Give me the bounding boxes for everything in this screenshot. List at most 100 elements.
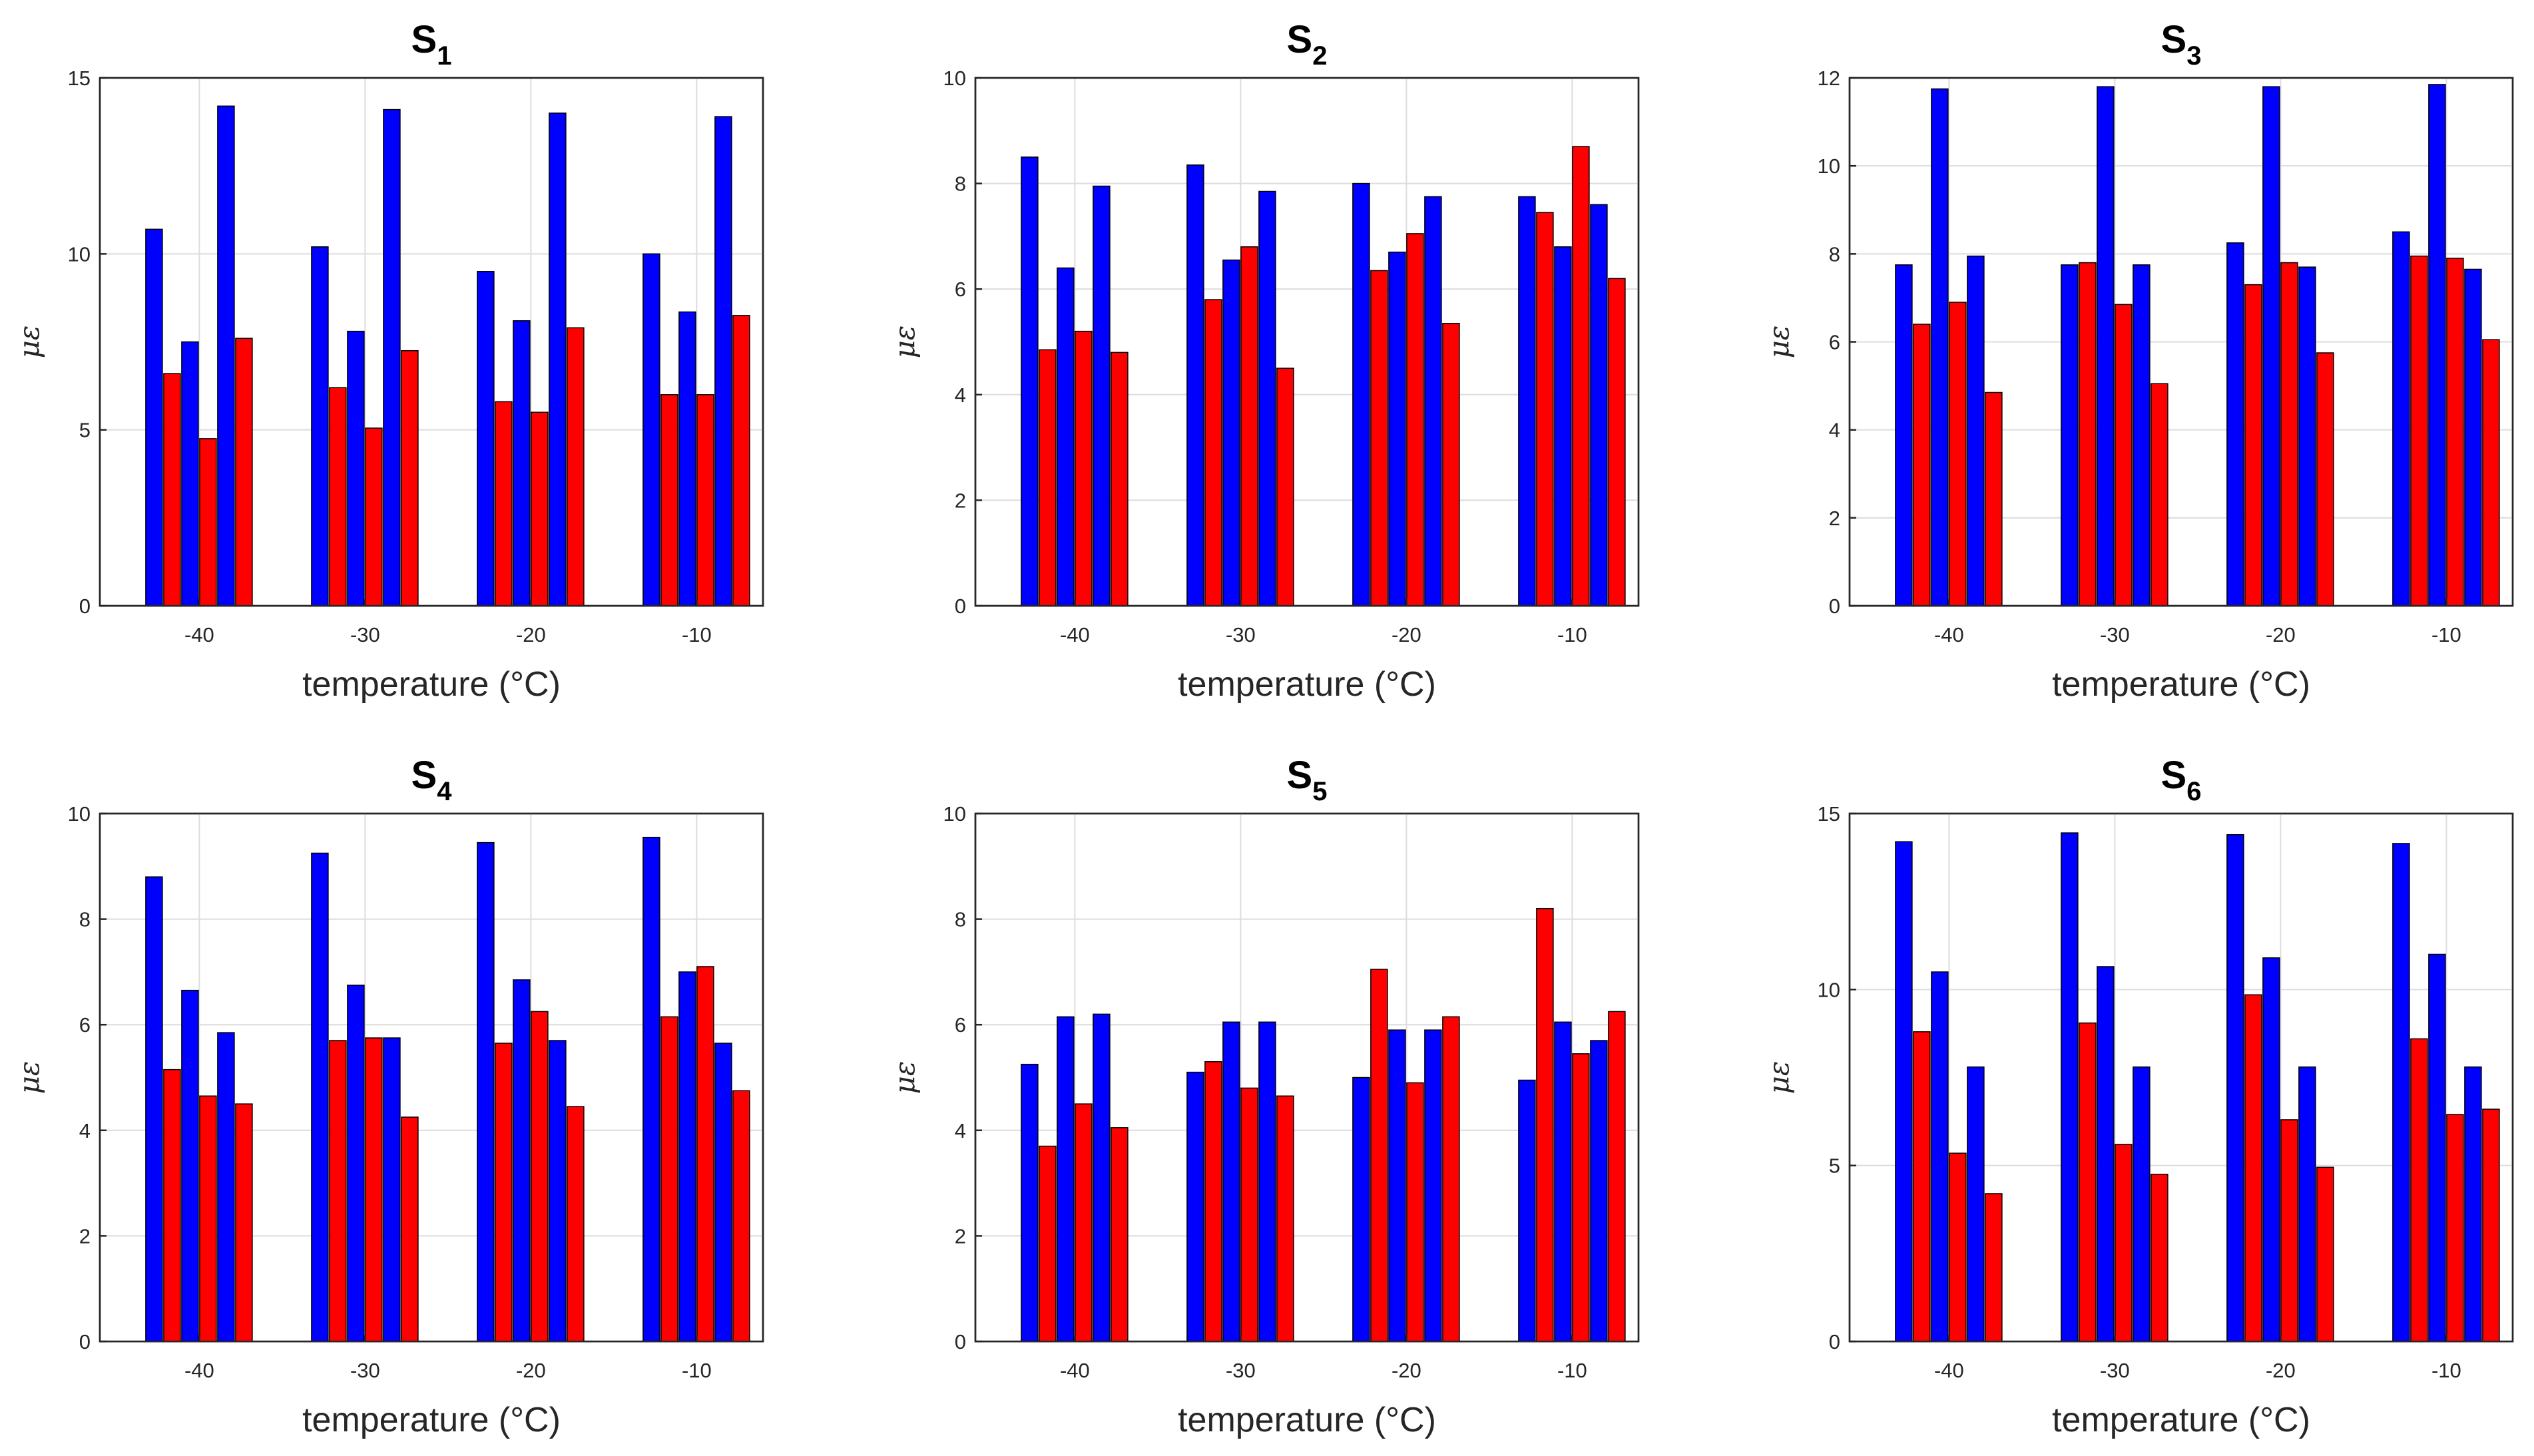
y-tick-label: 2 xyxy=(955,489,966,512)
chart-title: S6 xyxy=(2161,754,2202,806)
bar--20-6 xyxy=(1442,1016,1460,1342)
x-tick-label: -10 xyxy=(682,623,712,646)
bar--40-4 xyxy=(1075,1103,1093,1342)
x-axis-label: temperature (°C) xyxy=(302,1401,561,1439)
bar--40-2 xyxy=(1913,1031,1931,1342)
y-tick-label: 10 xyxy=(68,802,91,826)
bar--30-2 xyxy=(2079,1022,2097,1342)
bar--40-2 xyxy=(1913,324,1931,607)
y-tick-label: 6 xyxy=(955,1013,966,1037)
bar--20-3 xyxy=(513,979,531,1342)
bar--10-4 xyxy=(1572,1053,1590,1342)
bar--30-4 xyxy=(2115,304,2133,607)
bar--10-3 xyxy=(1554,246,1572,607)
bar--10-5 xyxy=(2464,268,2482,607)
bar--40-6 xyxy=(1985,391,2003,607)
bar--40-3 xyxy=(181,989,199,1342)
y-tick-label: 10 xyxy=(1818,978,1840,1001)
bar--30-3 xyxy=(1222,1021,1240,1342)
bar--30-4 xyxy=(1240,1087,1258,1342)
chart-title: S4 xyxy=(411,754,453,806)
y-tick-label: 6 xyxy=(1829,331,1840,354)
x-axis-label: temperature (°C) xyxy=(302,665,561,704)
bar--30-4 xyxy=(2115,1144,2133,1342)
bar--10-5 xyxy=(1590,204,1608,607)
bar--30-4 xyxy=(365,427,383,607)
bar--20-2 xyxy=(495,401,513,607)
bar--10-3 xyxy=(1554,1021,1572,1342)
x-tick-label: -30 xyxy=(1226,623,1256,646)
bar--40-6 xyxy=(235,338,253,607)
bar--20-3 xyxy=(2262,957,2280,1342)
bar--20-1 xyxy=(477,271,495,607)
bar--20-4 xyxy=(1406,1082,1424,1342)
x-tick-label: -30 xyxy=(2100,623,2130,646)
bar--30-2 xyxy=(1204,299,1222,607)
chart-title: S2 xyxy=(1287,18,1328,71)
bar--10-3 xyxy=(2428,953,2446,1342)
bar--30-6 xyxy=(2151,1174,2168,1342)
bar--10-2 xyxy=(2410,255,2428,607)
bar--20-6 xyxy=(1442,322,1460,607)
bar--40-4 xyxy=(1949,302,1967,607)
y-axis-label: με xyxy=(1762,326,1795,359)
bar--20-2 xyxy=(1370,969,1388,1342)
bar--20-5 xyxy=(549,113,567,607)
axes-border xyxy=(99,812,764,1343)
x-tick-label: -20 xyxy=(1392,623,1421,646)
bar--40-3 xyxy=(1057,267,1075,607)
subplot-3: 0 2 4 6 8 10 12 -40 -30 -20 -10 S3 temperature (°C) μ… xyxy=(1762,18,2514,704)
bar--40-2 xyxy=(1039,349,1057,607)
bar--30-3 xyxy=(347,330,365,607)
y-tick-label: 0 xyxy=(955,595,966,618)
bar--30-5 xyxy=(1258,190,1276,607)
bar--20-2 xyxy=(495,1043,513,1342)
bar--10-3 xyxy=(2428,84,2446,607)
x-tick-label: -10 xyxy=(1557,623,1587,646)
bar--40-4 xyxy=(1075,330,1093,607)
bar--30-1 xyxy=(2061,264,2079,607)
bar--40-5 xyxy=(1093,185,1111,607)
bar--40-4 xyxy=(1949,1152,1967,1342)
y-tick-label: 0 xyxy=(79,595,91,618)
bar--40-5 xyxy=(1967,1066,1985,1342)
bar--20-1 xyxy=(1352,182,1370,607)
bar--10-2 xyxy=(660,1016,678,1342)
bar--40-3 xyxy=(181,341,199,607)
bar--30-2 xyxy=(1204,1061,1222,1342)
x-axis-label: temperature (°C) xyxy=(2052,665,2310,704)
axes-border xyxy=(974,77,1640,607)
bar--30-6 xyxy=(2151,383,2168,607)
y-tick-label: 2 xyxy=(955,1224,966,1248)
x-tick-label: -40 xyxy=(1934,623,1964,646)
y-tick-label: 2 xyxy=(79,1224,91,1248)
y-tick-label: 5 xyxy=(1829,1154,1840,1178)
bar--40-5 xyxy=(217,1032,235,1342)
bar--10-6 xyxy=(2482,1108,2500,1342)
bar--10-2 xyxy=(2410,1038,2428,1342)
bar--20-5 xyxy=(1424,196,1442,607)
bar--10-3 xyxy=(678,311,696,607)
x-tick-label: -30 xyxy=(1226,1359,1256,1382)
y-tick-label: 2 xyxy=(1829,507,1840,530)
x-tick-label: -20 xyxy=(1392,1359,1421,1382)
bar--10-6 xyxy=(1608,1011,1626,1342)
axes-border xyxy=(99,77,764,607)
bar--10-2 xyxy=(660,394,678,607)
bar--20-4 xyxy=(1406,233,1424,607)
bar--10-1 xyxy=(642,253,660,607)
y-tick-label: 5 xyxy=(79,419,91,442)
y-tick-label: 0 xyxy=(955,1330,966,1353)
chart-title: S5 xyxy=(1287,754,1328,806)
y-axis-label: με xyxy=(888,326,921,359)
bar--40-1 xyxy=(1021,1063,1039,1342)
x-tick-label: -40 xyxy=(1060,623,1090,646)
x-tick-label: -30 xyxy=(350,623,380,646)
x-tick-label: -40 xyxy=(1060,1359,1090,1382)
bar--30-1 xyxy=(1186,164,1204,607)
subplot-4: 0 2 4 6 8 10 -40 -30 -20 -10 S4 temperature (°C) με xyxy=(13,754,764,1439)
bar--10-6 xyxy=(1608,278,1626,607)
subplot-6: 0 5 10 15 -40 -30 -20 -10 S6 temperature (°C) με xyxy=(1762,754,2514,1439)
bar--40-1 xyxy=(1021,156,1039,607)
y-tick-label: 8 xyxy=(955,908,966,931)
